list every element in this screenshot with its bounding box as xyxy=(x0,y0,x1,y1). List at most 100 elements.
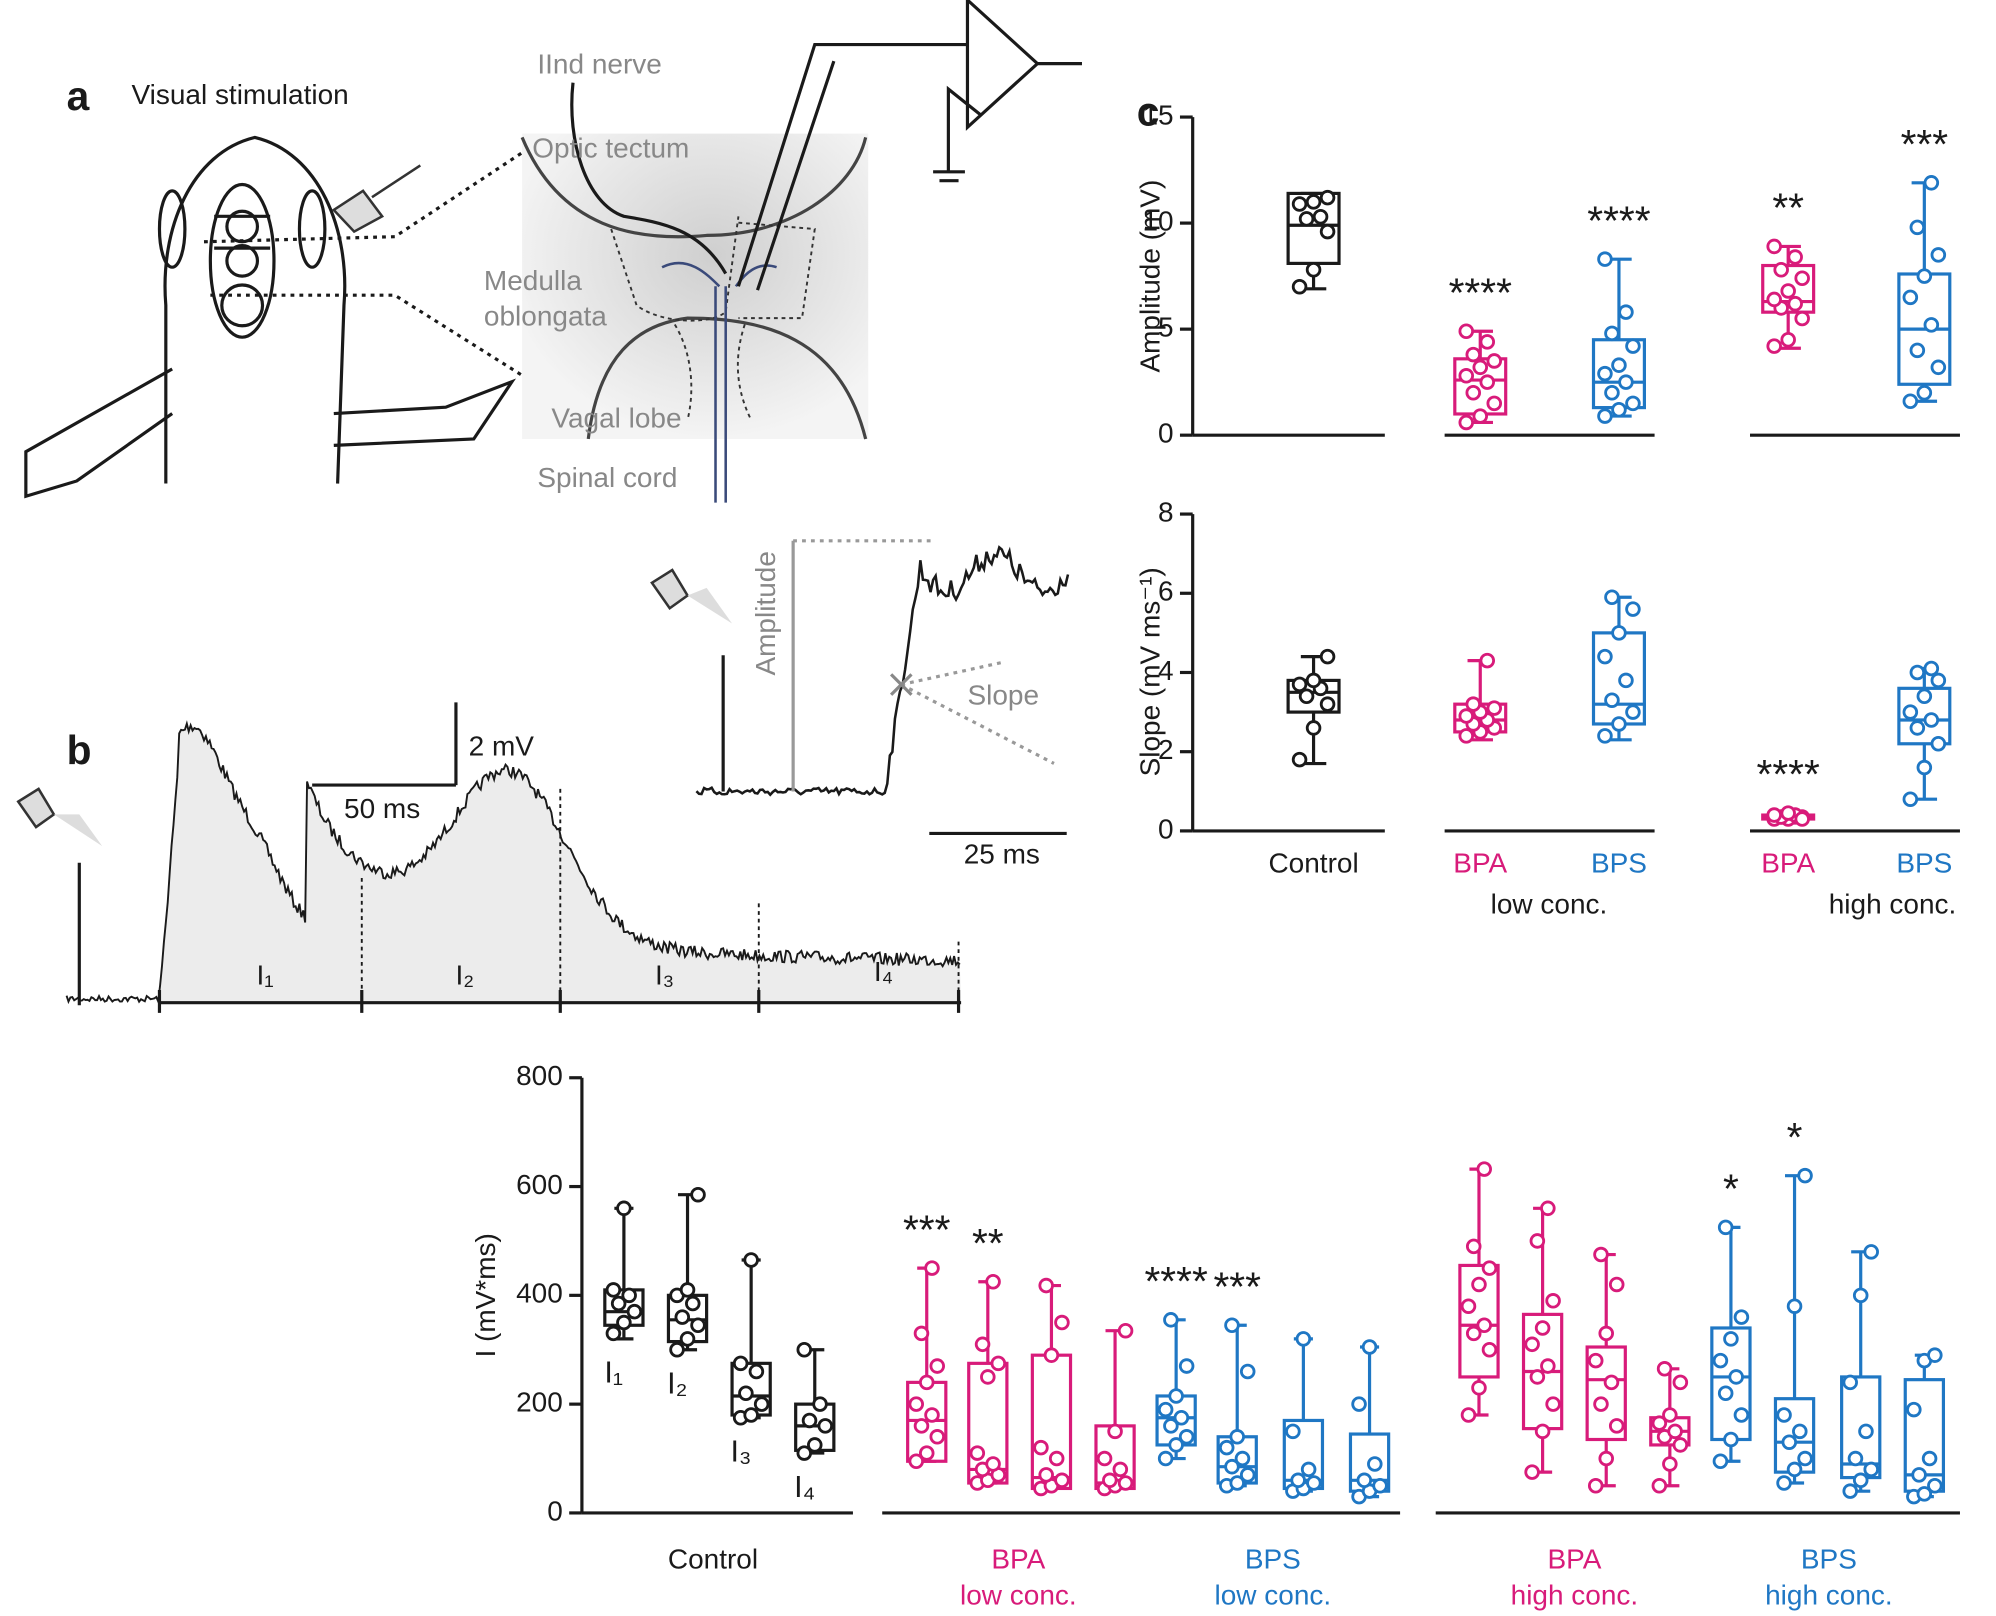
box-plot xyxy=(1897,175,1952,410)
data-point xyxy=(626,1303,643,1320)
data-point xyxy=(1728,1369,1744,1385)
section-label: low conc. xyxy=(1491,888,1608,919)
data-point xyxy=(1096,1450,1113,1467)
data-point xyxy=(1458,323,1475,340)
inset-label: Slope xyxy=(967,680,1039,711)
data-point xyxy=(1651,1415,1668,1431)
data-point xyxy=(913,1418,930,1434)
data-point xyxy=(1486,395,1503,412)
data-point xyxy=(1766,807,1782,823)
data-point xyxy=(1298,688,1315,705)
data-point xyxy=(1102,1472,1118,1489)
interval-label: I₂ xyxy=(456,960,475,991)
data-point xyxy=(1290,1472,1306,1489)
data-point xyxy=(1291,278,1308,295)
significance: *** xyxy=(1901,121,1949,167)
data-point xyxy=(807,1437,823,1453)
y-tick-label: 600 xyxy=(516,1169,563,1200)
data-point xyxy=(1916,759,1933,776)
label: Optic tectum xyxy=(532,133,689,164)
significance: **** xyxy=(1449,269,1513,315)
data-point xyxy=(1486,700,1503,716)
data-point xyxy=(1766,238,1782,255)
data-point xyxy=(1481,1341,1498,1358)
data-point xyxy=(1173,1409,1190,1426)
box-plot xyxy=(1453,652,1508,744)
data-point xyxy=(1291,676,1308,693)
box-plot xyxy=(1591,589,1646,744)
data-point xyxy=(1780,283,1796,299)
data-point xyxy=(1305,672,1322,689)
group-label: BPA xyxy=(1761,848,1815,879)
data-point xyxy=(1048,1450,1065,1467)
data-point xyxy=(610,1295,627,1312)
data-point xyxy=(1471,1380,1487,1396)
data-point xyxy=(796,1445,813,1461)
data-point xyxy=(1465,346,1482,363)
data-point xyxy=(1611,716,1627,732)
data-point xyxy=(1921,1450,1938,1467)
fish-outline xyxy=(24,135,517,499)
data-point xyxy=(1916,688,1933,705)
data-point xyxy=(748,1363,765,1380)
data-point xyxy=(1923,317,1940,333)
y-tick-label: 0 xyxy=(547,1495,563,1526)
data-point xyxy=(1107,1423,1123,1440)
significance: ** xyxy=(1772,185,1804,231)
significance: **** xyxy=(1587,197,1651,243)
data-point xyxy=(621,1287,637,1304)
data-point xyxy=(1117,1475,1134,1491)
label: Vagal lobe xyxy=(551,402,681,433)
data-point xyxy=(1597,728,1613,744)
box-plot xyxy=(666,1186,709,1358)
y-tick-label: 200 xyxy=(516,1387,563,1418)
data-point xyxy=(1909,219,1926,236)
trace xyxy=(65,720,961,1006)
data-point xyxy=(1923,660,1940,677)
data-point xyxy=(1458,708,1475,724)
data-point xyxy=(1786,1298,1803,1314)
data-point xyxy=(1471,1276,1487,1293)
section-label: low conc. xyxy=(960,1579,1077,1610)
data-point xyxy=(1794,811,1810,827)
box-plot xyxy=(906,1260,948,1470)
group-label: BPA xyxy=(1453,848,1507,879)
data-point xyxy=(1717,1385,1734,1402)
data-point xyxy=(1038,1277,1054,1294)
data-point xyxy=(796,1341,813,1358)
significance: *** xyxy=(903,1206,951,1252)
data-point xyxy=(1033,1439,1049,1456)
data-point xyxy=(738,1385,754,1402)
data-point xyxy=(1479,652,1496,669)
data-point xyxy=(1458,728,1475,744)
data-point xyxy=(690,1186,706,1203)
inset-trace xyxy=(695,545,1070,797)
data-point xyxy=(1911,1467,1927,1483)
schematic-title: Visual stimulation xyxy=(131,79,348,110)
data-point xyxy=(918,1374,935,1391)
section-label: Control xyxy=(668,1544,758,1575)
y-tick-label: 6 xyxy=(1158,576,1174,607)
data-point xyxy=(1786,1461,1803,1478)
data-point xyxy=(1651,1477,1668,1494)
box-plot xyxy=(1348,1339,1391,1505)
y-tick-label: 0 xyxy=(1158,418,1174,449)
group-label: I₄ xyxy=(794,1470,815,1504)
data-point xyxy=(1604,325,1620,342)
data-point xyxy=(1054,1472,1070,1489)
data-point xyxy=(1479,374,1496,390)
data-point xyxy=(1662,1407,1678,1423)
y-tick-label: 400 xyxy=(516,1278,563,1309)
data-point xyxy=(1224,1317,1240,1334)
data-point xyxy=(1902,704,1919,720)
data-point xyxy=(1465,1238,1482,1255)
data-point xyxy=(1667,1423,1683,1440)
data-point xyxy=(1773,261,1789,278)
y-tick-label: 10 xyxy=(1142,205,1173,236)
y-axis-label: I (mV*ms) xyxy=(470,1233,501,1357)
data-point xyxy=(1611,357,1627,373)
data-point xyxy=(1776,1475,1792,1491)
data-point xyxy=(1545,1396,1561,1412)
box-plot xyxy=(730,1252,772,1426)
label: oblongata xyxy=(484,301,607,332)
